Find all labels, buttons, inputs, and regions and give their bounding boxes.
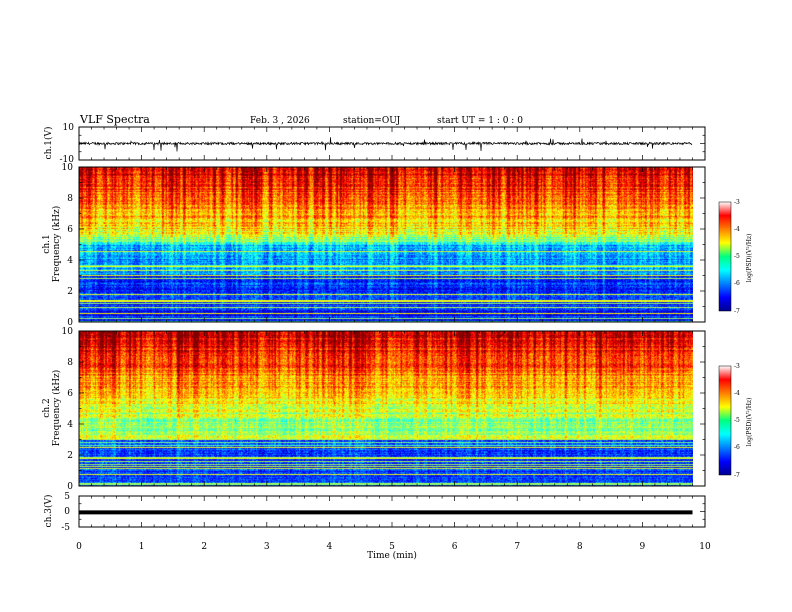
ch2-cb-tick-3: -3: [734, 363, 740, 370]
xtick-3: 3: [264, 542, 270, 552]
xtick-6: 6: [452, 542, 458, 552]
ch1-colorbar: -3 -4 -5 -6 -7 log(PSD)(V²/Hz): [718, 199, 753, 315]
ch1-ytick-6: 6: [67, 225, 73, 235]
station-label: station=OUJ: [343, 116, 401, 126]
ch2-ytick-10: 10: [62, 327, 74, 337]
figure-title: VLF Spectra: [79, 113, 150, 126]
ch1-freq-ticks: 0 2 4 6 8 10: [62, 163, 74, 328]
ch1-ytick-10: 10: [62, 163, 74, 173]
ch1-ylabel: ch.1(V): [43, 127, 54, 160]
xtick-1: 1: [139, 542, 145, 552]
ch1-spec-ylabel: Frequency (kHz): [51, 206, 62, 283]
ch1-cb-tick-6: -6: [734, 280, 740, 287]
ch2-cb-tick-5: -5: [734, 417, 740, 424]
ch1-colorbar-gradient: [718, 201, 732, 312]
ch3-ytick-neg5: -5: [61, 523, 70, 533]
ch2-ytick-6: 6: [67, 389, 73, 399]
ch2-colorbar-label: log(PSD)(V²/Hz): [746, 398, 753, 447]
ch1-cb-tick-7: -7: [734, 308, 740, 315]
ch1-ytick-8: 8: [67, 194, 73, 204]
ch1-spectrogram-image: [79, 167, 693, 322]
xtick-4: 4: [327, 542, 333, 552]
ch3-waveform-panel: 5 0 -5 ch.3(V): [43, 492, 706, 533]
ch2-colorbar-gradient: [718, 365, 732, 476]
ch2-spectrogram-panel: 0 2 4 6 8 10 ch.2 Frequency (kHz): [42, 327, 706, 492]
ch2-spec-ylabel: Frequency (kHz): [51, 370, 62, 447]
xtick-7: 7: [514, 542, 520, 552]
xtick-0: 0: [76, 542, 82, 552]
ch1-ytick-top: 10: [63, 123, 75, 133]
xtick-5: 5: [389, 542, 395, 552]
date-label: Feb. 3 , 2026: [250, 116, 310, 126]
ch3-ytick-0: 0: [64, 507, 70, 517]
xtick-2: 2: [201, 542, 207, 552]
ch2-cb-tick-7: -7: [734, 472, 740, 479]
ch2-cb-tick-4: -4: [734, 390, 740, 397]
ch2-freq-ticks: 0 2 4 6 8 10: [62, 327, 74, 492]
tick-marks: [78, 126, 706, 528]
ch2-ytick-4: 4: [67, 420, 73, 430]
ch1-spec-ylabel-top: ch.1: [42, 234, 52, 253]
ch1-waveform-line: [78, 137, 693, 152]
x-tick-labels: 0 1 2 3 4 5 6 7 8 9 10: [76, 542, 711, 552]
ch1-cb-tick-4: -4: [734, 226, 740, 233]
ch2-ytick-2: 2: [67, 451, 73, 461]
ch1-ytick-bottom: -10: [60, 155, 75, 165]
ch1-cb-tick-5: -5: [734, 253, 740, 260]
ch1-spectrogram-panel: 0 2 4 6 8 10 ch.1 Frequency (kHz): [42, 163, 706, 328]
ch2-ytick-8: 8: [67, 358, 73, 368]
ch1-ytick-0: 0: [67, 318, 73, 328]
ch2-ytick-0: 0: [67, 482, 73, 492]
ch2-spectrogram-image: [79, 331, 693, 486]
ch1-waveform-panel: 10 -10 ch.1(V): [43, 123, 706, 165]
xtick-8: 8: [577, 542, 583, 552]
ch1-ytick-2: 2: [67, 287, 73, 297]
xtick-9: 9: [640, 542, 646, 552]
xtick-10: 10: [699, 542, 711, 552]
ch3-ylabel: ch.3(V): [43, 495, 54, 528]
ch2-spec-ylabel-top: ch.2: [42, 398, 52, 417]
start-time-label: start UT = 1 : 0 : 0: [437, 116, 523, 126]
ch3-ytick-5: 5: [64, 492, 70, 502]
ch1-colorbar-label: log(PSD)(V²/Hz): [746, 234, 753, 283]
ch1-ytick-4: 4: [67, 256, 73, 266]
ch2-cb-tick-6: -6: [734, 444, 740, 451]
ch1-cb-tick-3: -3: [734, 199, 740, 206]
ch2-colorbar: -3 -4 -5 -6 -7 log(PSD)(V²/Hz): [718, 363, 753, 479]
x-axis-label: Time (min): [367, 550, 417, 561]
